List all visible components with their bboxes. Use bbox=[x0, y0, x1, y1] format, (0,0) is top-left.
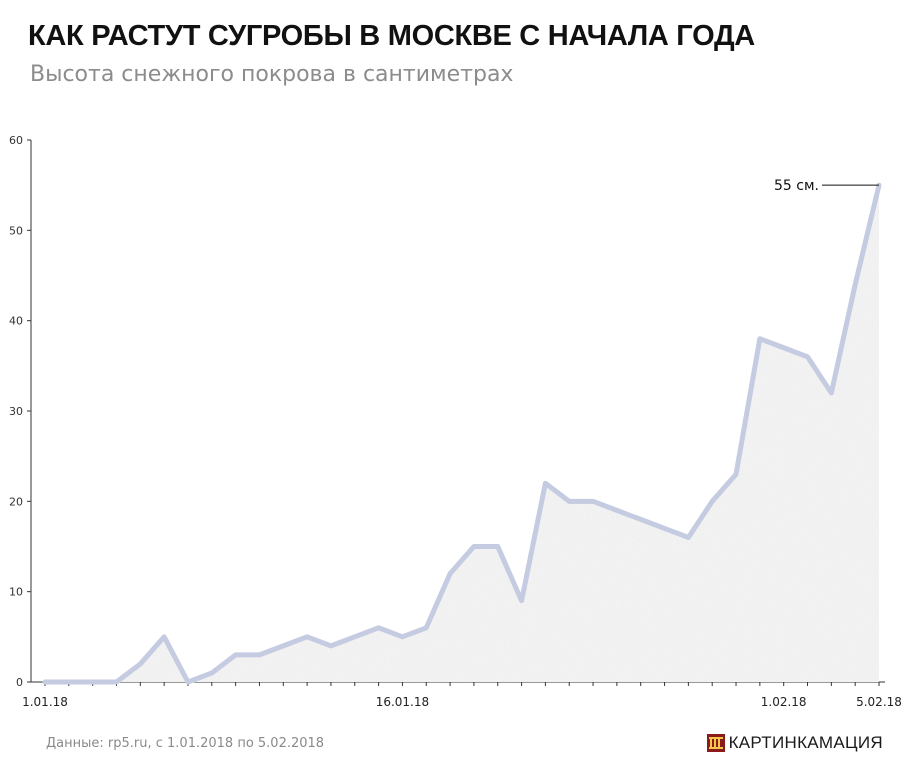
snow-depth-line bbox=[42, 182, 882, 685]
data-point bbox=[139, 662, 142, 666]
data-point bbox=[544, 482, 547, 485]
x-tick-label: 16.01.18 bbox=[376, 695, 429, 709]
data-point bbox=[210, 671, 213, 675]
data-point bbox=[353, 635, 356, 639]
data-point bbox=[782, 346, 785, 349]
data-point bbox=[186, 680, 190, 684]
data-point bbox=[687, 536, 690, 539]
data-point bbox=[162, 635, 166, 639]
data-point bbox=[734, 473, 738, 476]
data-point bbox=[115, 680, 118, 684]
brand-name: КАРТИНКАМАЦИЯ bbox=[728, 733, 883, 752]
data-point bbox=[234, 653, 237, 657]
data-point bbox=[663, 527, 666, 530]
data-point bbox=[496, 545, 499, 548]
x-axis: 1.01.18 16.01.18 1.02.18 5.02.18 bbox=[22, 681, 902, 709]
y-tick-label: 30 bbox=[9, 405, 23, 418]
data-point bbox=[472, 545, 476, 548]
chart-subtitle: Высота снежного покрова в сантиметрах bbox=[30, 62, 514, 87]
y-tick-label: 0 bbox=[16, 676, 23, 689]
data-point bbox=[639, 518, 642, 521]
annotation-label: 55 см. bbox=[774, 178, 819, 194]
data-point bbox=[377, 626, 380, 629]
y-tick-label: 40 bbox=[9, 315, 23, 328]
y-tick-label: 20 bbox=[9, 495, 23, 508]
data-point bbox=[425, 626, 428, 629]
y-tick-label: 50 bbox=[9, 224, 23, 237]
max-value-annotation: 55 см. bbox=[774, 178, 879, 194]
snow-area-fill bbox=[45, 185, 879, 682]
x-tick-label: 5.02.18 bbox=[856, 695, 902, 709]
data-point bbox=[258, 653, 261, 657]
data-point bbox=[282, 644, 285, 648]
chart-title: КАК РАСТУТ СУГРОБЫ В МОСКВЕ С НАЧАЛА ГОД… bbox=[28, 20, 755, 52]
x-tick-label: 1.02.18 bbox=[761, 695, 807, 709]
data-point bbox=[43, 680, 47, 684]
data-point bbox=[401, 635, 404, 639]
data-point bbox=[67, 680, 71, 684]
data-point bbox=[91, 680, 94, 684]
data-point bbox=[806, 355, 809, 358]
data-point bbox=[758, 337, 762, 340]
data-point bbox=[448, 572, 452, 575]
y-tick-label: 10 bbox=[9, 586, 23, 599]
data-point bbox=[830, 391, 833, 395]
data-point bbox=[591, 500, 595, 503]
brand: КАРТИНКАМАЦИЯ bbox=[706, 733, 883, 753]
data-point bbox=[520, 599, 523, 602]
y-axis: 0 10 20 30 40 50 60 bbox=[9, 134, 32, 689]
y-tick-label: 60 bbox=[9, 134, 23, 147]
data-source-note: Данные: rp5.ru, с 1.01.2018 по 5.02.2018 bbox=[46, 736, 325, 751]
data-point bbox=[305, 635, 309, 639]
brand-logo-icon bbox=[706, 734, 725, 752]
data-point bbox=[853, 283, 857, 286]
data-point bbox=[568, 500, 571, 503]
data-point bbox=[615, 509, 619, 512]
x-tick-label: 1.01.18 bbox=[22, 695, 68, 709]
data-point bbox=[329, 644, 333, 648]
snow-depth-series bbox=[42, 182, 882, 685]
data-point bbox=[711, 500, 714, 503]
